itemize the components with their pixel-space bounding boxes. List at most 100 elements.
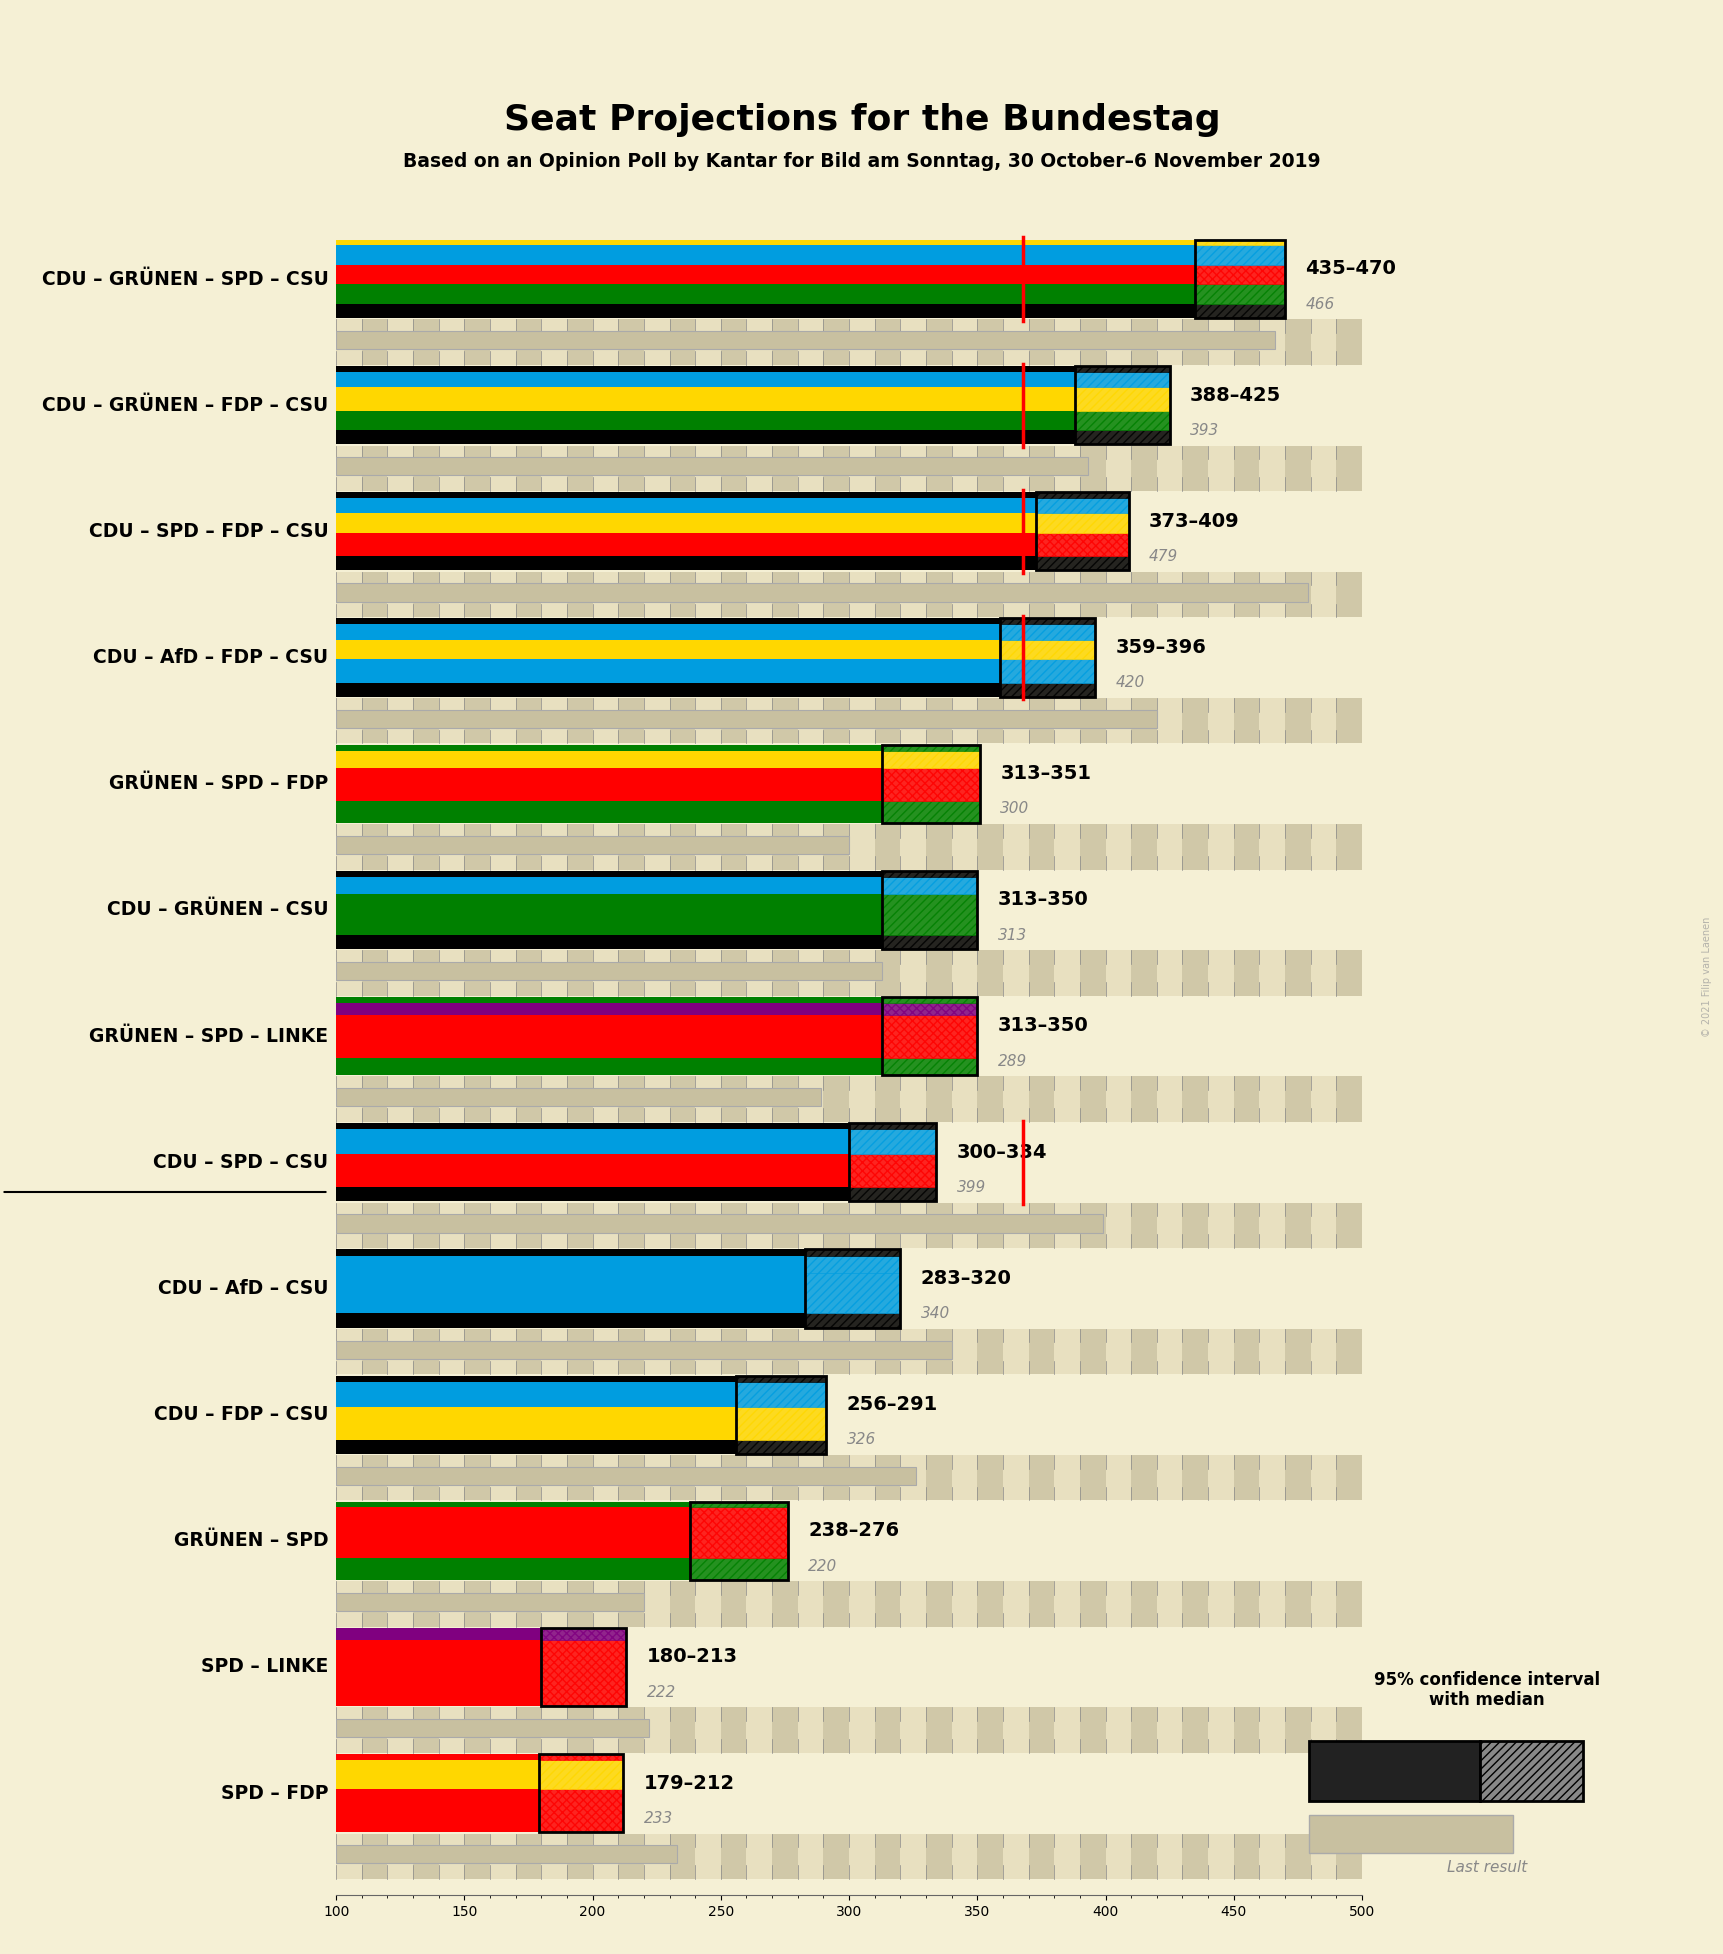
Bar	[999, 623, 1094, 639]
Bar	[362, 950, 388, 997]
Bar	[824, 573, 848, 617]
Bar	[1361, 319, 1387, 365]
Bar	[1029, 950, 1053, 997]
Bar	[489, 573, 515, 617]
Bar	[1029, 1708, 1053, 1753]
Bar	[1053, 446, 1079, 490]
Bar	[1234, 1329, 1258, 1374]
Bar	[824, 825, 848, 870]
Bar	[515, 825, 541, 870]
Bar	[874, 1456, 899, 1501]
Bar	[541, 1833, 567, 1880]
Bar	[899, 1077, 925, 1122]
Bar	[1130, 1708, 1156, 1753]
Bar	[541, 1628, 625, 1639]
Bar	[1104, 1708, 1130, 1753]
Bar	[1258, 950, 1284, 997]
Bar	[882, 997, 977, 1002]
Bar	[1234, 950, 1258, 997]
Bar	[874, 950, 899, 997]
Bar	[925, 698, 951, 743]
Bar	[977, 1833, 1003, 1880]
Bar	[1053, 825, 1079, 870]
Bar	[1182, 1708, 1208, 1753]
Bar	[977, 825, 1003, 870]
Bar	[999, 682, 1094, 698]
Bar	[746, 1077, 772, 1122]
Bar	[1079, 825, 1104, 870]
Bar	[669, 1329, 694, 1374]
Bar	[1079, 950, 1104, 997]
Text: 313–350: 313–350	[998, 1016, 1087, 1036]
Bar	[541, 950, 567, 997]
Bar	[336, 1129, 848, 1155]
Bar	[1079, 319, 1104, 365]
Bar	[438, 1708, 463, 1753]
Bar	[848, 1708, 874, 1753]
Bar	[1361, 1202, 1387, 1249]
Bar	[720, 825, 746, 870]
Bar	[619, 1833, 644, 1880]
Bar	[746, 1202, 772, 1249]
Bar	[1182, 825, 1208, 870]
Bar	[593, 950, 619, 997]
Bar	[644, 825, 669, 870]
Bar	[1194, 285, 1284, 305]
Bar	[1003, 1077, 1029, 1122]
Bar	[874, 1077, 899, 1122]
Bar	[336, 709, 1156, 727]
Bar	[925, 446, 951, 490]
Bar	[567, 1833, 593, 1880]
Bar	[899, 1202, 925, 1249]
Bar	[798, 1077, 824, 1122]
Bar	[1194, 305, 1284, 319]
Bar	[951, 1077, 977, 1122]
Bar	[619, 1329, 644, 1374]
Bar	[951, 1329, 977, 1374]
Bar	[336, 573, 362, 617]
Bar	[1309, 1708, 1335, 1753]
Bar	[1156, 573, 1182, 617]
Bar	[746, 825, 772, 870]
Bar	[438, 1202, 463, 1249]
Bar	[882, 744, 979, 750]
Bar	[1335, 446, 1361, 490]
Bar	[772, 1708, 798, 1753]
Bar	[336, 365, 1073, 371]
Bar	[336, 698, 362, 743]
Bar	[1361, 1581, 1387, 1626]
Bar	[388, 1708, 414, 1753]
Bar	[336, 1581, 362, 1626]
Bar	[1104, 573, 1130, 617]
Bar	[336, 1708, 362, 1753]
Bar	[362, 446, 388, 490]
Bar	[489, 1329, 515, 1374]
Bar	[336, 240, 1194, 246]
Bar	[1284, 446, 1309, 490]
Bar	[925, 1456, 951, 1501]
Bar	[772, 573, 798, 617]
Bar	[1258, 825, 1284, 870]
Bar	[694, 698, 720, 743]
Bar	[1003, 1833, 1029, 1880]
Bar	[336, 1313, 805, 1327]
Bar	[874, 319, 899, 365]
Bar	[1335, 950, 1361, 997]
Text: CDU – SPD – CSU: CDU – SPD – CSU	[153, 1153, 329, 1172]
Text: 179–212: 179–212	[644, 1774, 734, 1792]
Bar	[899, 1833, 925, 1880]
Bar	[489, 1708, 515, 1753]
Bar	[1361, 698, 1387, 743]
Text: CDU – FDP – CSU: CDU – FDP – CSU	[153, 1405, 329, 1424]
Bar	[1079, 1581, 1104, 1626]
Bar	[899, 573, 925, 617]
Bar	[541, 1628, 625, 1706]
Bar	[1208, 950, 1234, 997]
Text: 313: 313	[998, 928, 1027, 942]
Bar	[414, 1456, 438, 1501]
Bar	[951, 1456, 977, 1501]
Bar	[1003, 1329, 1029, 1374]
Bar	[1156, 1329, 1182, 1374]
Bar	[1156, 1708, 1182, 1753]
Bar	[336, 877, 882, 895]
